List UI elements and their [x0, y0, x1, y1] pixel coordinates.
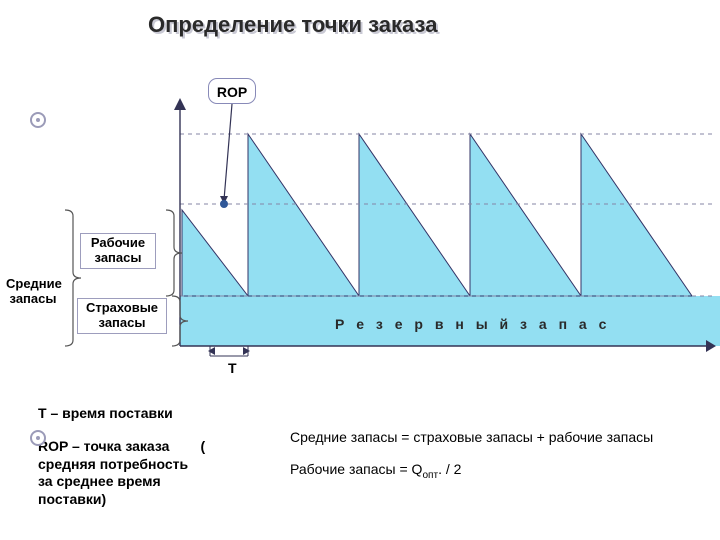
label-insurance-l1: Страховые — [86, 300, 158, 315]
rop-callout: ROP — [208, 78, 256, 104]
formula-avg: Средние запасы = страховые запасы + рабо… — [290, 428, 653, 446]
legend-rop: ROP – точка заказа ( средняя потребность… — [38, 438, 205, 508]
t-axis-label: T — [228, 360, 237, 378]
legend-t: T – время поставки — [38, 405, 173, 423]
label-working: Рабочие запасы — [80, 233, 156, 269]
bullet-1 — [30, 430, 46, 446]
formula-work: Рабочие запасы = Qопт. / 2 — [290, 460, 461, 482]
reserve-text: Р е з е р в н ы й з а п а с — [335, 316, 610, 332]
label-insurance: Страховые запасы — [77, 298, 167, 334]
label-working-l2: запасы — [95, 250, 142, 265]
label-working-l1: Рабочие — [91, 235, 145, 250]
label-average: Средние запасы — [2, 275, 64, 309]
label-average-l2: запасы — [10, 291, 57, 306]
bullet-0 — [30, 112, 46, 128]
page-title: Определение точки заказа — [148, 12, 437, 38]
label-average-l1: Средние — [6, 276, 62, 291]
label-insurance-l2: запасы — [99, 315, 146, 330]
